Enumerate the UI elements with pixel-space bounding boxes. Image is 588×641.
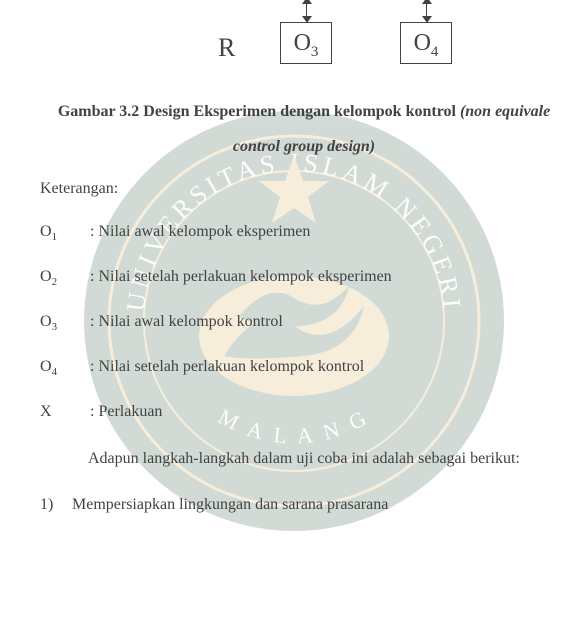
caption-ital-2: control group design)	[233, 138, 375, 155]
legend-desc: : Nilai awal kelompok eksperimen	[90, 222, 310, 243]
legend-symbol: O4	[40, 357, 90, 378]
box-o4-main: O	[414, 30, 431, 56]
legend-heading: Keterangan:	[40, 180, 568, 198]
legend-item: O2 : Nilai setelah perlakuan kelompok ek…	[40, 267, 568, 288]
legend-desc: : Nilai awal kelompok kontrol	[90, 312, 283, 333]
design-diagram: R O3 O4	[40, 0, 568, 80]
legend-list: O1 : Nilai awal kelompok eksperimen O2 :…	[40, 222, 568, 422]
box-o4-sub: 4	[431, 44, 439, 60]
caption-ital-1: (non equivale	[460, 103, 550, 120]
diagram-box-o3: O3	[280, 22, 332, 64]
box-o3-main: O	[294, 30, 311, 56]
legend-desc: : Nilai setelah perlakuan kelompok kontr…	[90, 357, 364, 378]
legend-item: X : Perlakuan	[40, 402, 568, 423]
legend-desc: : Nilai setelah perlakuan kelompok ekspe…	[90, 267, 392, 288]
legend-symbol: O2	[40, 267, 90, 288]
caption-plain: Gambar 3.2 Design Eksperimen dengan kelo…	[58, 103, 460, 120]
legend-symbol: O3	[40, 312, 90, 333]
legend-symbol: O1	[40, 222, 90, 243]
page-content: R O3 O4 Gambar 3.2 Design Eksperimen den…	[0, 0, 588, 641]
diagram-r: R	[218, 33, 235, 63]
legend-item: O1 : Nilai awal kelompok eksperimen	[40, 222, 568, 243]
box-o3-sub: 3	[311, 44, 319, 60]
step-text: Mempersiapkan lingkungan dan sarana pras…	[72, 496, 388, 514]
step-item-1: 1) Mempersiapkan lingkungan dan sarana p…	[40, 496, 568, 514]
legend-desc: : Perlakuan	[90, 402, 162, 423]
legend-item: O3 : Nilai awal kelompok kontrol	[40, 312, 568, 333]
figure-caption: Gambar 3.2 Design Eksperimen dengan kelo…	[40, 94, 568, 164]
intro-paragraph: Adapun langkah-langkah dalam uji coba in…	[40, 450, 568, 468]
step-number: 1)	[40, 496, 72, 514]
legend-symbol: X	[40, 402, 90, 423]
diagram-box-o4: O4	[400, 22, 452, 64]
legend-item: O4 : Nilai setelah perlakuan kelompok ko…	[40, 357, 568, 378]
